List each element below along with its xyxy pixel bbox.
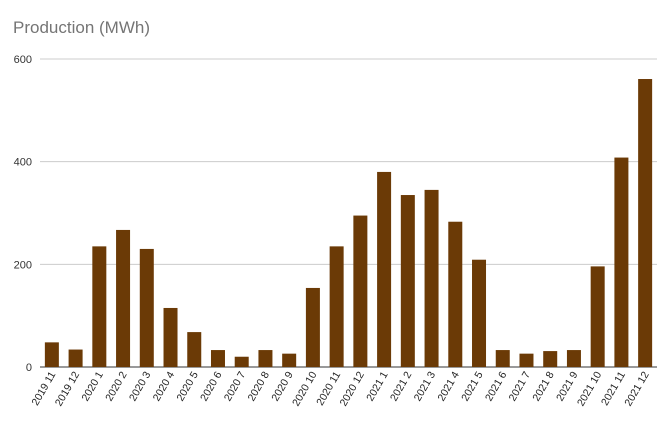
x-tick-label: 2021 2 xyxy=(388,369,415,403)
x-tick-label: 2021 7 xyxy=(507,369,534,403)
bar xyxy=(566,350,581,367)
bar xyxy=(614,157,629,367)
x-tick-label: 2020 6 xyxy=(198,369,225,403)
x-tick-label: 2020 5 xyxy=(174,369,201,403)
x-tick-label: 2021 1 xyxy=(364,369,391,403)
bar xyxy=(234,356,249,367)
x-tick-label: 2021 3 xyxy=(412,369,439,403)
bar xyxy=(329,246,344,367)
bar xyxy=(44,342,59,367)
bar xyxy=(258,350,273,367)
bar xyxy=(353,215,368,367)
x-tick-label: 2020 8 xyxy=(246,369,273,403)
bar xyxy=(163,307,178,367)
gridlines xyxy=(40,58,657,368)
bar xyxy=(519,353,534,367)
x-tick-label: 2020 4 xyxy=(151,369,178,403)
y-axis-ticks: 0 200 400 600 xyxy=(14,54,32,374)
chart-title: Production (MWh) xyxy=(13,18,150,37)
bar xyxy=(377,171,392,367)
y-tick-label: 0 xyxy=(26,362,32,374)
bar xyxy=(448,221,463,367)
bar xyxy=(282,353,297,367)
bar xyxy=(210,350,225,367)
bar xyxy=(495,350,510,367)
y-tick-label: 200 xyxy=(14,259,32,271)
bar xyxy=(424,189,439,367)
bar xyxy=(400,195,415,367)
bar xyxy=(139,248,154,367)
y-tick-label: 400 xyxy=(14,157,32,169)
x-tick-label: 2021 6 xyxy=(483,369,510,403)
x-tick-label: 2020 2 xyxy=(103,369,130,403)
bar xyxy=(305,287,320,367)
bar xyxy=(472,259,487,367)
x-tick-label: 2020 1 xyxy=(79,369,106,403)
x-tick-label: 2021 8 xyxy=(530,369,557,403)
x-tick-label: 2021 5 xyxy=(459,369,486,403)
bar xyxy=(590,266,605,367)
y-tick-label: 600 xyxy=(14,54,32,66)
x-tick-label: 2021 4 xyxy=(435,369,462,403)
bar xyxy=(638,79,653,368)
bar xyxy=(92,246,107,367)
x-tick-label: 2020 3 xyxy=(127,369,154,403)
x-tick-label: 2020 7 xyxy=(222,369,249,403)
bar xyxy=(543,351,558,367)
bar xyxy=(116,229,131,367)
bar xyxy=(187,332,202,367)
bar xyxy=(68,349,83,367)
bars xyxy=(44,79,653,368)
